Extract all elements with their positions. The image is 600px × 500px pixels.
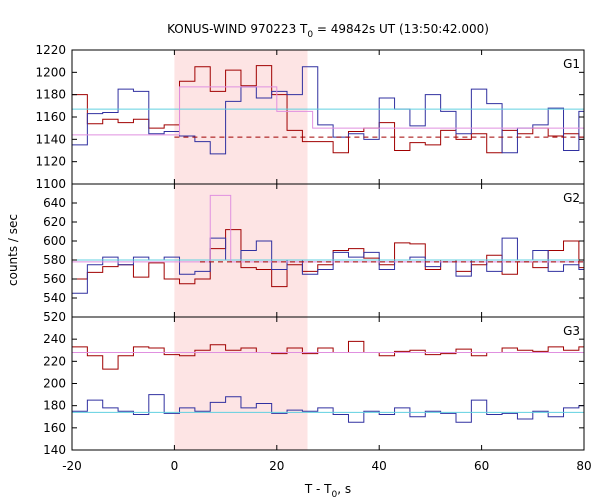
y-tick-label: 1200 [35, 65, 66, 79]
y-tick-label: 240 [43, 332, 66, 346]
y-axis-label: counts / sec [6, 214, 20, 286]
panel-g3-series [72, 340, 584, 423]
y-tick-label: 600 [43, 234, 66, 248]
panel-g1-series [72, 65, 584, 155]
panel-frames [71, 49, 585, 451]
y-tick-label: 1220 [35, 43, 66, 57]
tick-labels: 1100 1120 1140 1160 1180 1200 1220 G1 520 540 560 5… [35, 43, 591, 473]
panel-label-g3: G3 [563, 324, 580, 338]
y-tick-label: 540 [43, 291, 66, 305]
y-tick-label: 160 [43, 421, 66, 435]
x-tick-label: 40 [372, 459, 387, 473]
panel-frame-g3 [71, 316, 585, 451]
y-tick-label: 1120 [35, 155, 66, 169]
y-tick-label: 180 [43, 399, 66, 413]
y-tick-label: 520 [43, 310, 66, 324]
y-tick-label: 1160 [35, 110, 66, 124]
y-tick-label: 640 [43, 196, 66, 210]
y-tick-label: 140 [43, 443, 66, 457]
x-tick-label: 0 [171, 459, 179, 473]
x-tick-label: 60 [474, 459, 489, 473]
series-g3-blue-1 [72, 394, 584, 423]
y-tick-label: 1140 [35, 132, 66, 146]
x-tick-label: 20 [269, 459, 284, 473]
series-g2-blue-1 [72, 237, 584, 294]
y-tick-label: 1180 [35, 88, 66, 102]
light-curves [72, 65, 584, 423]
y-tick-label: 200 [43, 377, 66, 391]
x-tick-label: 80 [576, 459, 591, 473]
y-tick-label: 620 [43, 215, 66, 229]
chart-title: KONUS-WIND 970223 T0 = 49842s UT (13:50:… [167, 22, 489, 40]
y-tick-label: 580 [43, 253, 66, 267]
series-g1-pink-3 [72, 86, 584, 136]
series-g2-pink-3 [72, 194, 584, 263]
panel-label-g1: G1 [563, 57, 580, 71]
x-axis-label: T - T0, s [304, 482, 351, 500]
panel-g2-series [72, 194, 584, 294]
y-tick-label: 1100 [35, 177, 66, 191]
panel-frame-g2 [71, 183, 585, 318]
series-g3-dark_red-0 [72, 340, 584, 370]
y-tick-label: 220 [43, 354, 66, 368]
y-tick-label: 560 [43, 272, 66, 286]
panel-label-g2: G2 [563, 191, 580, 205]
series-g1-blue-1 [72, 66, 584, 155]
x-tick-label: -20 [62, 459, 82, 473]
